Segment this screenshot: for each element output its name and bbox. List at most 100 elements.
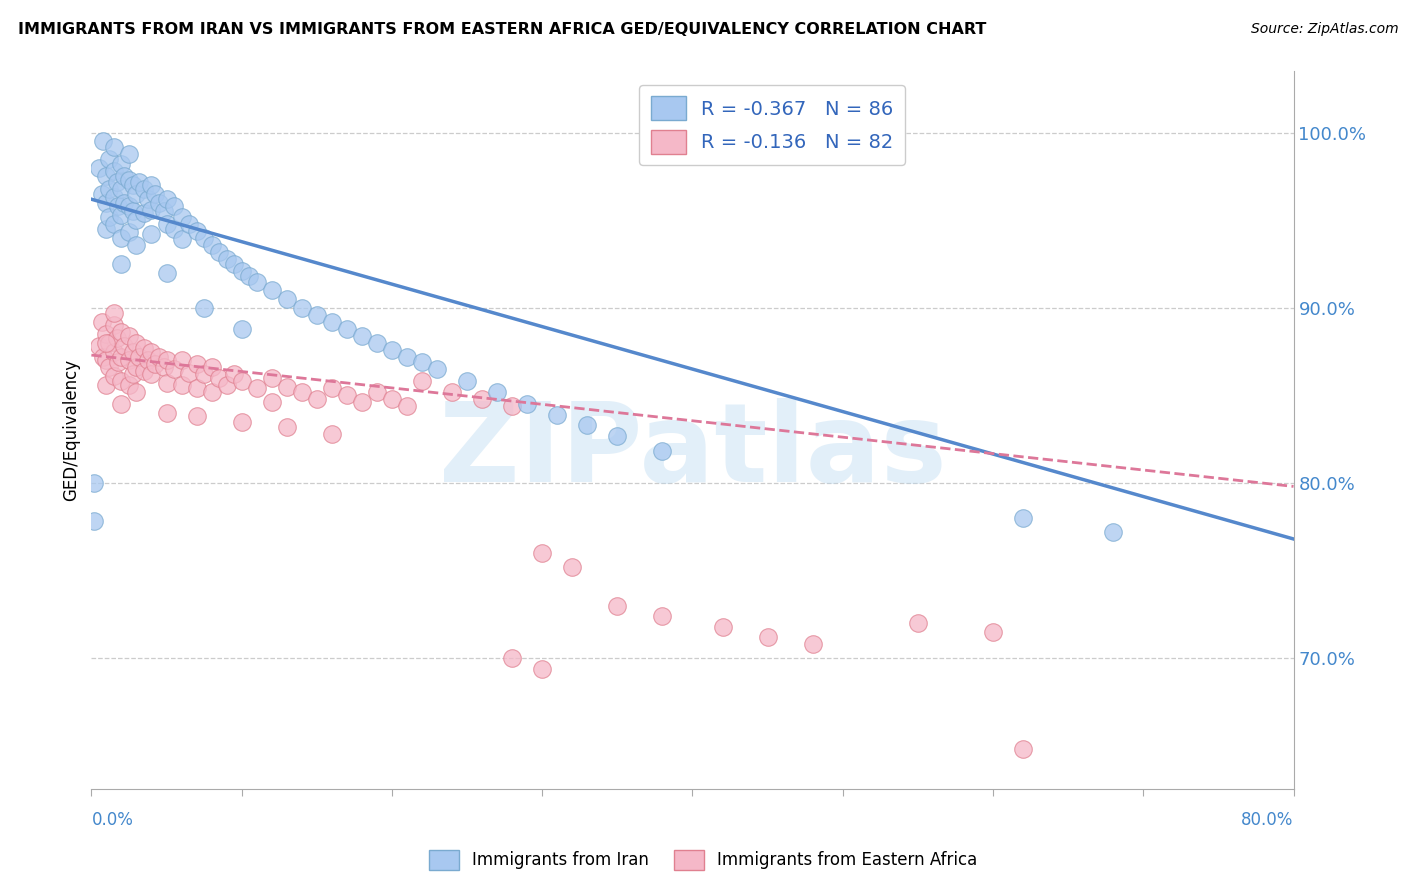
Point [756, 630, 779, 644]
Point [163, 199, 186, 213]
Point [155, 217, 177, 231]
Point [118, 353, 141, 368]
Point [155, 192, 177, 206]
Point [381, 392, 404, 406]
Point [132, 182, 155, 196]
Point [141, 227, 163, 242]
Point [128, 175, 150, 189]
Point [395, 350, 418, 364]
Point [186, 224, 208, 238]
Point [110, 157, 132, 171]
Point [96, 335, 118, 350]
Point [110, 397, 132, 411]
Point [125, 335, 148, 350]
Point [907, 615, 929, 630]
Point [148, 195, 170, 210]
Point [426, 362, 449, 376]
Point [96, 353, 118, 368]
Point [152, 204, 174, 219]
Point [163, 362, 186, 376]
Point [231, 415, 253, 429]
Point [141, 368, 163, 382]
Point [83, 515, 105, 529]
Point [193, 368, 215, 382]
Point [132, 364, 155, 378]
Point [98, 182, 121, 196]
Point [276, 379, 298, 393]
Point [103, 369, 125, 384]
Point [155, 353, 177, 368]
Point [98, 152, 121, 166]
Point [103, 217, 125, 231]
Point [103, 190, 125, 204]
Point [471, 392, 494, 406]
Point [98, 360, 121, 375]
Point [103, 344, 125, 359]
Point [321, 426, 343, 441]
Point [208, 371, 231, 385]
Point [163, 222, 186, 236]
Point [193, 301, 215, 315]
Point [651, 609, 673, 624]
Point [201, 237, 224, 252]
Point [231, 375, 253, 389]
Point [801, 637, 824, 651]
Point [606, 599, 628, 613]
Point [87, 161, 110, 175]
Point [215, 252, 238, 266]
Text: 80.0%: 80.0% [1241, 811, 1294, 829]
Point [246, 381, 269, 395]
Point [350, 395, 373, 409]
Point [170, 377, 193, 392]
Point [177, 366, 200, 380]
Point [1102, 524, 1125, 539]
Point [90, 186, 112, 201]
Point [128, 350, 150, 364]
Point [98, 210, 121, 224]
Point [321, 315, 343, 329]
Point [501, 399, 523, 413]
Point [186, 409, 208, 424]
Point [114, 339, 136, 353]
Y-axis label: GED/Equivalency: GED/Equivalency [62, 359, 80, 501]
Point [118, 173, 141, 187]
Point [143, 357, 166, 371]
Point [170, 210, 193, 224]
Point [1012, 511, 1035, 525]
Point [440, 384, 463, 399]
Point [1012, 742, 1035, 756]
Point [336, 322, 359, 336]
Point [122, 178, 145, 193]
Point [501, 651, 523, 665]
Point [141, 202, 163, 217]
Point [224, 368, 246, 382]
Point [125, 213, 148, 227]
Point [561, 560, 583, 574]
Point [177, 217, 200, 231]
Point [125, 384, 148, 399]
Point [305, 308, 328, 322]
Text: 0.0%: 0.0% [91, 811, 134, 829]
Point [231, 322, 253, 336]
Point [711, 619, 734, 633]
Text: IMMIGRANTS FROM IRAN VS IMMIGRANTS FROM EASTERN AFRICA GED/EQUIVALENCY CORRELATI: IMMIGRANTS FROM IRAN VS IMMIGRANTS FROM … [18, 22, 987, 37]
Point [122, 368, 145, 382]
Point [107, 355, 129, 369]
Point [546, 408, 568, 422]
Point [125, 360, 148, 375]
Point [395, 399, 418, 413]
Point [486, 384, 509, 399]
Point [141, 178, 163, 193]
Point [260, 371, 283, 385]
Text: Source: ZipAtlas.com: Source: ZipAtlas.com [1251, 22, 1399, 37]
Point [201, 360, 224, 375]
Point [276, 292, 298, 306]
Point [305, 392, 328, 406]
Point [170, 353, 193, 368]
Point [366, 335, 388, 350]
Point [606, 428, 628, 442]
Point [83, 475, 105, 490]
Point [350, 328, 373, 343]
Point [576, 418, 599, 433]
Point [103, 139, 125, 153]
